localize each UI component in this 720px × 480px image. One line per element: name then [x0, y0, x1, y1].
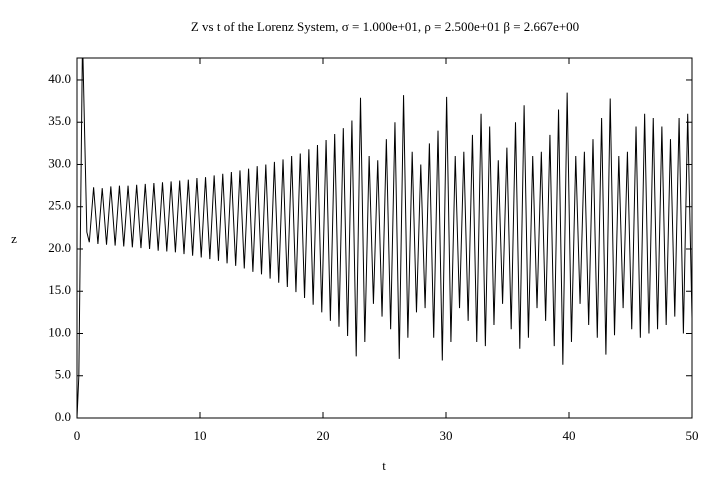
y-tick-label: 40.0	[48, 71, 71, 86]
x-tick-label: 50	[686, 428, 699, 443]
y-tick-label: 35.0	[48, 113, 71, 128]
x-tick-label: 20	[317, 428, 330, 443]
y-tick-label: 30.0	[48, 155, 71, 170]
y-tick-label: 10.0	[48, 324, 71, 339]
y-axis-label: z	[11, 231, 17, 246]
x-tick-label: 0	[74, 428, 81, 443]
x-tick-label: 30	[440, 428, 453, 443]
x-tick-label: 10	[194, 428, 207, 443]
data-line	[77, 58, 692, 418]
chart-title: Z vs t of the Lorenz System, σ = 1.000e+…	[191, 19, 579, 34]
y-tick-label: 25.0	[48, 198, 71, 213]
y-tick-label: 0.0	[55, 409, 71, 424]
y-tick-label: 5.0	[55, 367, 71, 382]
x-tick-label: 40	[563, 428, 576, 443]
plot-frame	[76, 57, 693, 419]
x-axis-label: t	[382, 458, 386, 473]
y-tick-label: 20.0	[48, 240, 71, 255]
y-tick-label: 15.0	[48, 282, 71, 297]
